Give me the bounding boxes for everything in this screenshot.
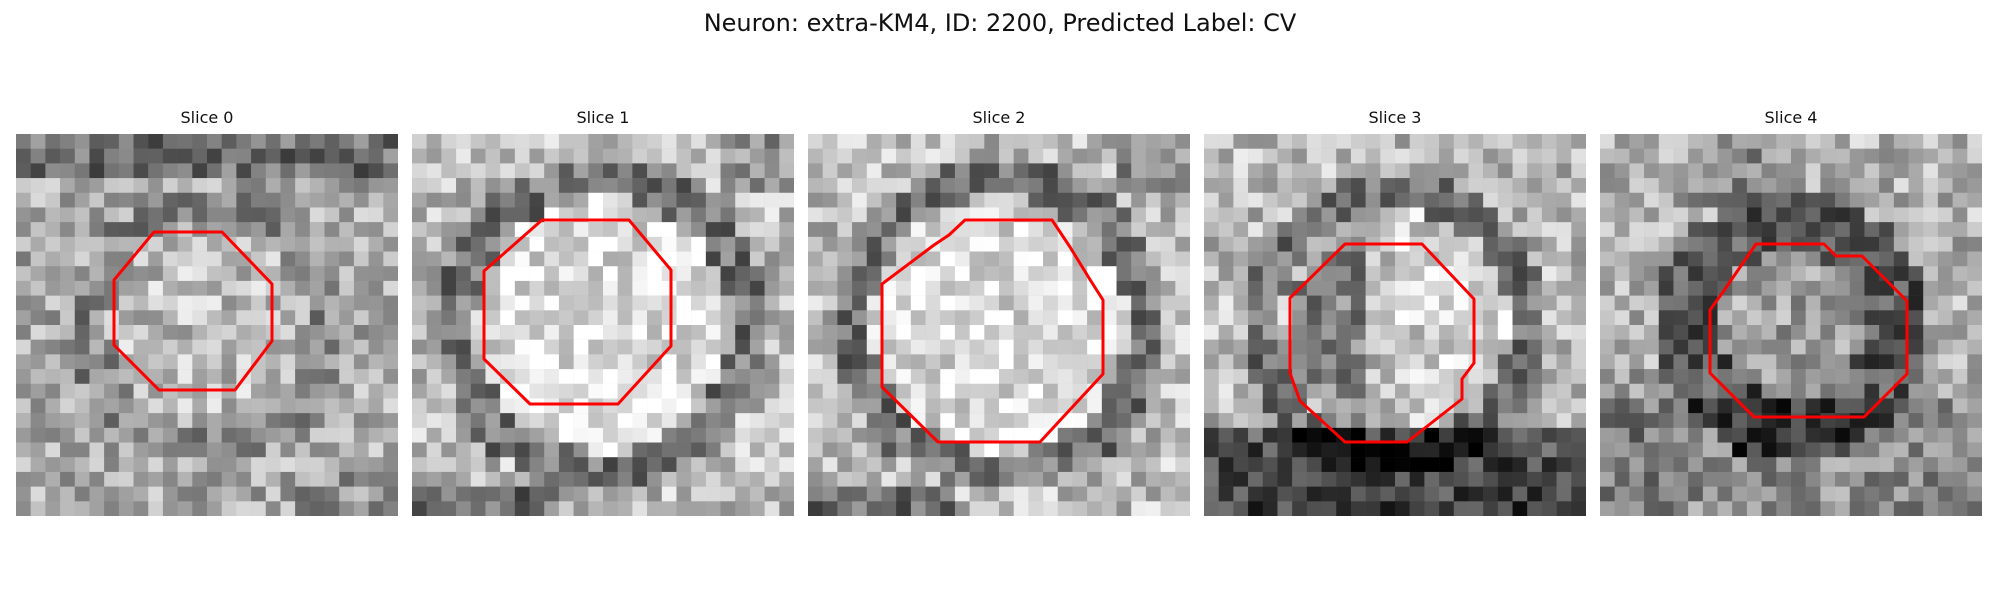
contour-0: [112, 230, 274, 392]
slice-pixels-3: [1204, 134, 1586, 516]
slice-image-2: [808, 134, 1190, 516]
contour-3: [1288, 242, 1476, 444]
slice-image-0: [16, 134, 398, 516]
slice-title-2: Slice 2: [972, 108, 1026, 127]
slice-image-1: [412, 134, 794, 516]
slice-panel-3: Slice 3: [1204, 108, 1586, 518]
figure-title: Neuron: extra-KM4, ID: 2200, Predicted L…: [703, 9, 1297, 37]
slice-image-3: [1204, 134, 1586, 516]
slice-pixels-0: [16, 134, 398, 516]
slice-title-3: Slice 3: [1368, 108, 1422, 127]
contour-1: [482, 218, 673, 406]
slice-panel-2: Slice 2: [808, 108, 1190, 518]
slice-title-1: Slice 1: [576, 108, 630, 127]
slice-panel-4: Slice 4: [1600, 108, 1982, 518]
slice-pixels-1: [412, 134, 794, 516]
slice-title-0: Slice 0: [180, 108, 234, 127]
slice-panel-1: Slice 1: [412, 108, 794, 518]
slice-panel-0: Slice 0: [16, 108, 398, 518]
slice-pixels-4: [1600, 134, 1982, 516]
contour-2: [880, 218, 1105, 444]
slice-title-4: Slice 4: [1764, 108, 1818, 127]
slice-image-4: [1600, 134, 1982, 516]
slice-pixels-2: [808, 134, 1190, 516]
contour-4: [1708, 242, 1909, 419]
